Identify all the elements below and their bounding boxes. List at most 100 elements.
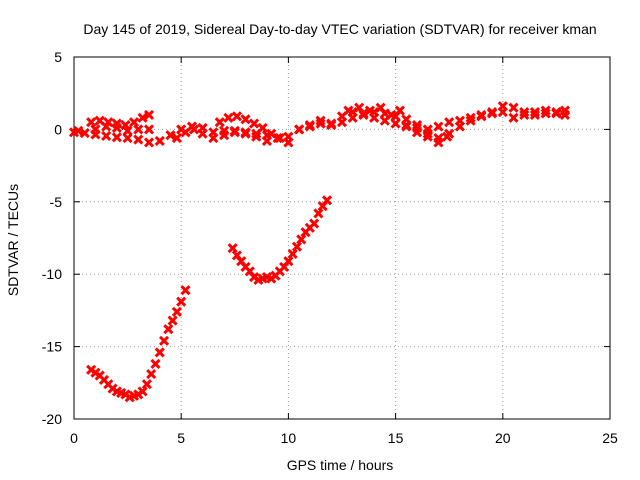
data-point	[559, 105, 571, 116]
data-point	[197, 128, 208, 139]
data-point	[150, 358, 161, 370]
data-point	[227, 243, 238, 254]
data-point	[133, 134, 144, 145]
data-point	[261, 135, 273, 147]
data-point	[386, 109, 397, 120]
data-point	[375, 102, 386, 113]
data-point	[79, 127, 90, 139]
y-axis-label: SDTVAR / TECUs	[5, 184, 21, 296]
data-point	[219, 130, 230, 141]
data-point	[433, 137, 444, 148]
data-point	[167, 315, 178, 326]
data-point	[354, 102, 365, 113]
data-point	[240, 114, 251, 125]
data-point	[369, 112, 380, 123]
data-point	[141, 379, 152, 390]
x-tick-label: 20	[495, 430, 511, 446]
data-point	[508, 102, 519, 113]
x-axis-label: GPS time / hours	[287, 457, 394, 473]
data-point	[487, 108, 498, 119]
data-point	[189, 124, 200, 135]
data-point	[315, 115, 326, 126]
y-tick-label: -15	[42, 339, 62, 355]
data-point	[529, 106, 541, 118]
y-tick-label: 0	[54, 121, 62, 137]
data-point	[101, 121, 112, 132]
data-point	[154, 135, 165, 147]
data-point	[223, 112, 234, 123]
data-point	[294, 124, 305, 135]
y-tick-label: -20	[42, 411, 62, 427]
data-point	[315, 118, 326, 129]
data-point	[465, 115, 476, 126]
data-point	[128, 117, 140, 128]
data-point	[180, 127, 191, 138]
data-point	[146, 369, 157, 380]
x-tick-label: 5	[177, 430, 185, 446]
data-point	[143, 124, 155, 135]
data-point	[540, 108, 551, 119]
data-point	[111, 132, 122, 143]
data-point	[422, 131, 433, 142]
data-point	[497, 106, 508, 118]
data-point	[401, 121, 412, 132]
data-point	[214, 117, 225, 128]
x-tick-label: 15	[388, 430, 404, 446]
data-point	[519, 106, 530, 118]
data-point	[90, 124, 101, 135]
y-tick-label: -5	[50, 194, 63, 210]
data-point	[208, 133, 219, 144]
data-point	[165, 130, 176, 141]
data-point	[296, 234, 307, 245]
data-point	[291, 241, 303, 252]
plot-frame	[73, 56, 611, 420]
data-point	[154, 347, 165, 358]
data-point	[444, 117, 455, 128]
x-tick-label: 0	[70, 430, 78, 446]
data-point	[137, 386, 148, 397]
data-point	[158, 335, 170, 346]
x-tick-label: 10	[281, 430, 297, 446]
axis-ticks: 0 5 10 15 20 25 -20 -15 -10 -5 0 5	[42, 49, 618, 446]
data-point	[111, 122, 122, 134]
data-point	[163, 324, 174, 335]
y-tick-label: 5	[54, 49, 62, 65]
data-point	[240, 128, 251, 139]
data-point	[249, 118, 260, 129]
data-point	[274, 133, 285, 144]
data-point	[122, 125, 133, 136]
data-point	[143, 137, 155, 148]
data-point	[287, 248, 298, 259]
data-point	[465, 112, 476, 123]
data-point	[137, 112, 148, 123]
data-point	[454, 115, 465, 126]
data-point	[529, 109, 541, 120]
data-point	[519, 109, 530, 120]
data-point	[433, 121, 444, 132]
data-point	[441, 131, 453, 142]
x-tick-label: 25	[602, 430, 618, 446]
grid-lines	[74, 57, 610, 419]
data-point	[176, 296, 187, 307]
data-point	[283, 137, 294, 148]
data-point	[390, 118, 401, 129]
data-point	[251, 131, 262, 142]
data-point	[540, 105, 551, 116]
data-point	[411, 127, 423, 138]
data-point	[229, 127, 240, 138]
y-tick-label: -10	[42, 266, 62, 282]
data-point	[364, 105, 375, 116]
data-point	[551, 108, 562, 119]
data-point	[231, 111, 243, 122]
data-point	[476, 109, 487, 120]
data-point	[257, 122, 268, 134]
data-point	[171, 133, 182, 144]
data-point	[283, 256, 294, 267]
data-point	[313, 208, 324, 219]
data-point	[73, 125, 84, 136]
data-point	[180, 285, 191, 296]
data-point	[304, 121, 315, 132]
data-point	[321, 195, 333, 206]
data-points	[68, 101, 571, 403]
data-point	[86, 117, 97, 128]
